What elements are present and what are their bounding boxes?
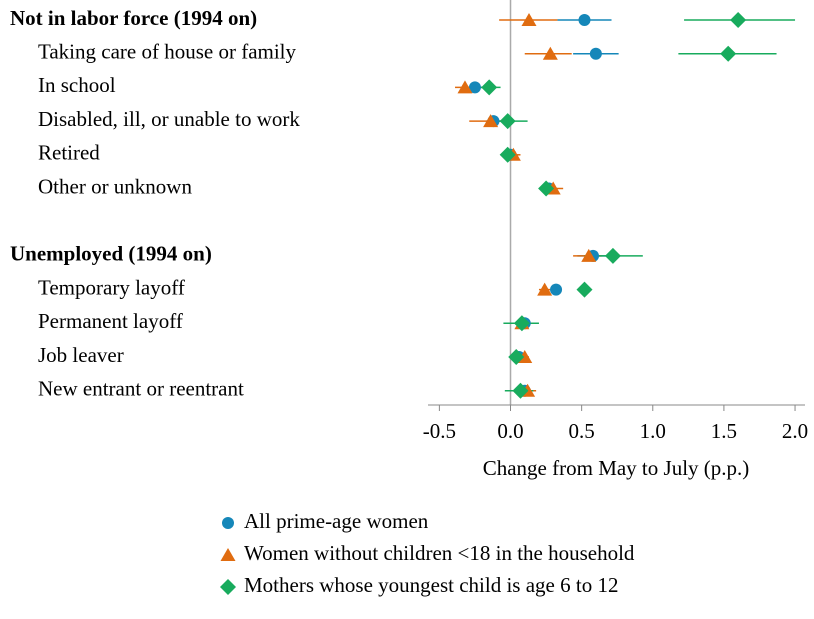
x-tick-label: 1.5 <box>711 419 737 443</box>
point <box>578 14 591 26</box>
point <box>512 382 529 399</box>
point <box>538 180 555 197</box>
point <box>730 12 747 28</box>
category-label: Job leaver <box>38 343 124 367</box>
point <box>499 146 516 163</box>
point <box>483 114 499 128</box>
category-label: Taking care of house or family <box>38 40 297 64</box>
x-tick-label: 0.5 <box>569 419 595 443</box>
x-tick-label: 0.0 <box>497 419 523 443</box>
category-label: Disabled, ill, or unable to work <box>38 107 300 131</box>
legend-marker <box>222 517 234 529</box>
point <box>550 283 563 296</box>
x-tick-label: 1.0 <box>640 419 666 443</box>
x-tick-label: 2.0 <box>782 419 808 443</box>
point <box>720 45 737 62</box>
point <box>542 46 558 60</box>
point <box>589 47 602 60</box>
legend-marker <box>220 548 236 561</box>
legend-label: Women without children <18 in the househ… <box>244 541 635 565</box>
category-label: Permanent layoff <box>38 309 183 333</box>
point <box>537 282 553 296</box>
category-label: In school <box>38 73 116 97</box>
x-axis-label: Change from May to July (p.p.) <box>483 456 750 480</box>
point <box>604 247 621 264</box>
legend-label: All prime-age women <box>244 509 429 533</box>
point <box>576 281 593 298</box>
category-label: Retired <box>38 141 100 165</box>
x-tick-label: -0.5 <box>423 419 456 443</box>
point <box>468 81 481 94</box>
point <box>521 13 537 26</box>
point <box>508 349 525 365</box>
legend-label: Mothers whose youngest child is age 6 to… <box>244 573 618 597</box>
legend-marker <box>220 579 236 595</box>
category-label: Other or unknown <box>38 174 192 198</box>
point <box>457 80 473 94</box>
point <box>513 315 530 332</box>
group-header: Not in labor force (1994 on) <box>10 6 257 30</box>
category-label: New entrant or reentrant <box>38 377 244 401</box>
category-label: Temporary layoff <box>38 275 185 299</box>
point <box>581 248 597 262</box>
point <box>481 79 498 96</box>
group-header: Unemployed (1994 on) <box>10 242 212 266</box>
point <box>499 113 516 130</box>
